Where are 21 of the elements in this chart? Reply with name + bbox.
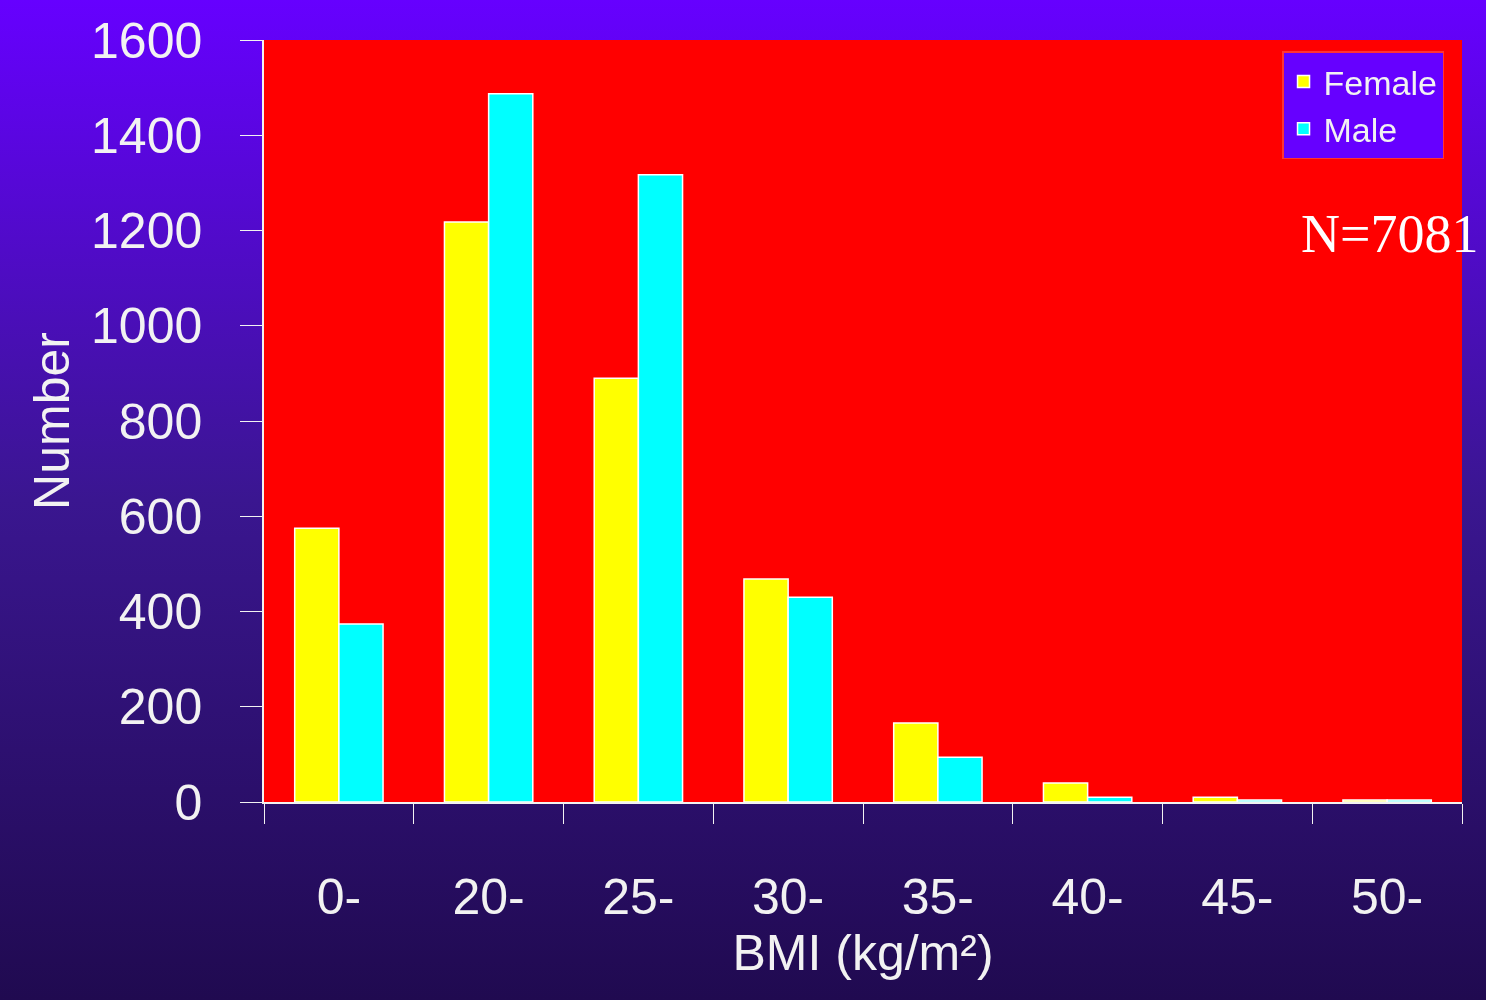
x-tick-label: 50-	[1351, 869, 1424, 925]
x-tick-label: 35-	[901, 869, 975, 925]
y-tick-label: 600	[118, 488, 203, 545]
x-tick-label: 30-	[752, 869, 825, 925]
y-tick-label: 800	[118, 393, 203, 450]
y-tick-label: 1000	[91, 298, 203, 355]
y-tick-label: 400	[118, 584, 203, 640]
x-tick-label: 20-	[452, 869, 525, 925]
legend-label: Male	[1323, 110, 1398, 149]
y-tick-label: 1200	[91, 203, 203, 259]
y-tick-label: 1400	[91, 107, 203, 164]
legend-label: Female	[1323, 63, 1437, 102]
x-tick-label: 45-	[1201, 869, 1274, 925]
y-tick-label: 0	[174, 774, 203, 831]
x-tick-label: 25-	[602, 869, 675, 925]
x-tick-label: 0-	[316, 869, 362, 925]
x-tick-label: 40-	[1051, 869, 1124, 925]
y-tick-label: 1600	[91, 12, 203, 69]
y-tick-label: 200	[118, 679, 203, 736]
y-axis-title: Number	[23, 332, 80, 510]
x-axis-title: BMI (kg/m²)	[732, 925, 994, 981]
